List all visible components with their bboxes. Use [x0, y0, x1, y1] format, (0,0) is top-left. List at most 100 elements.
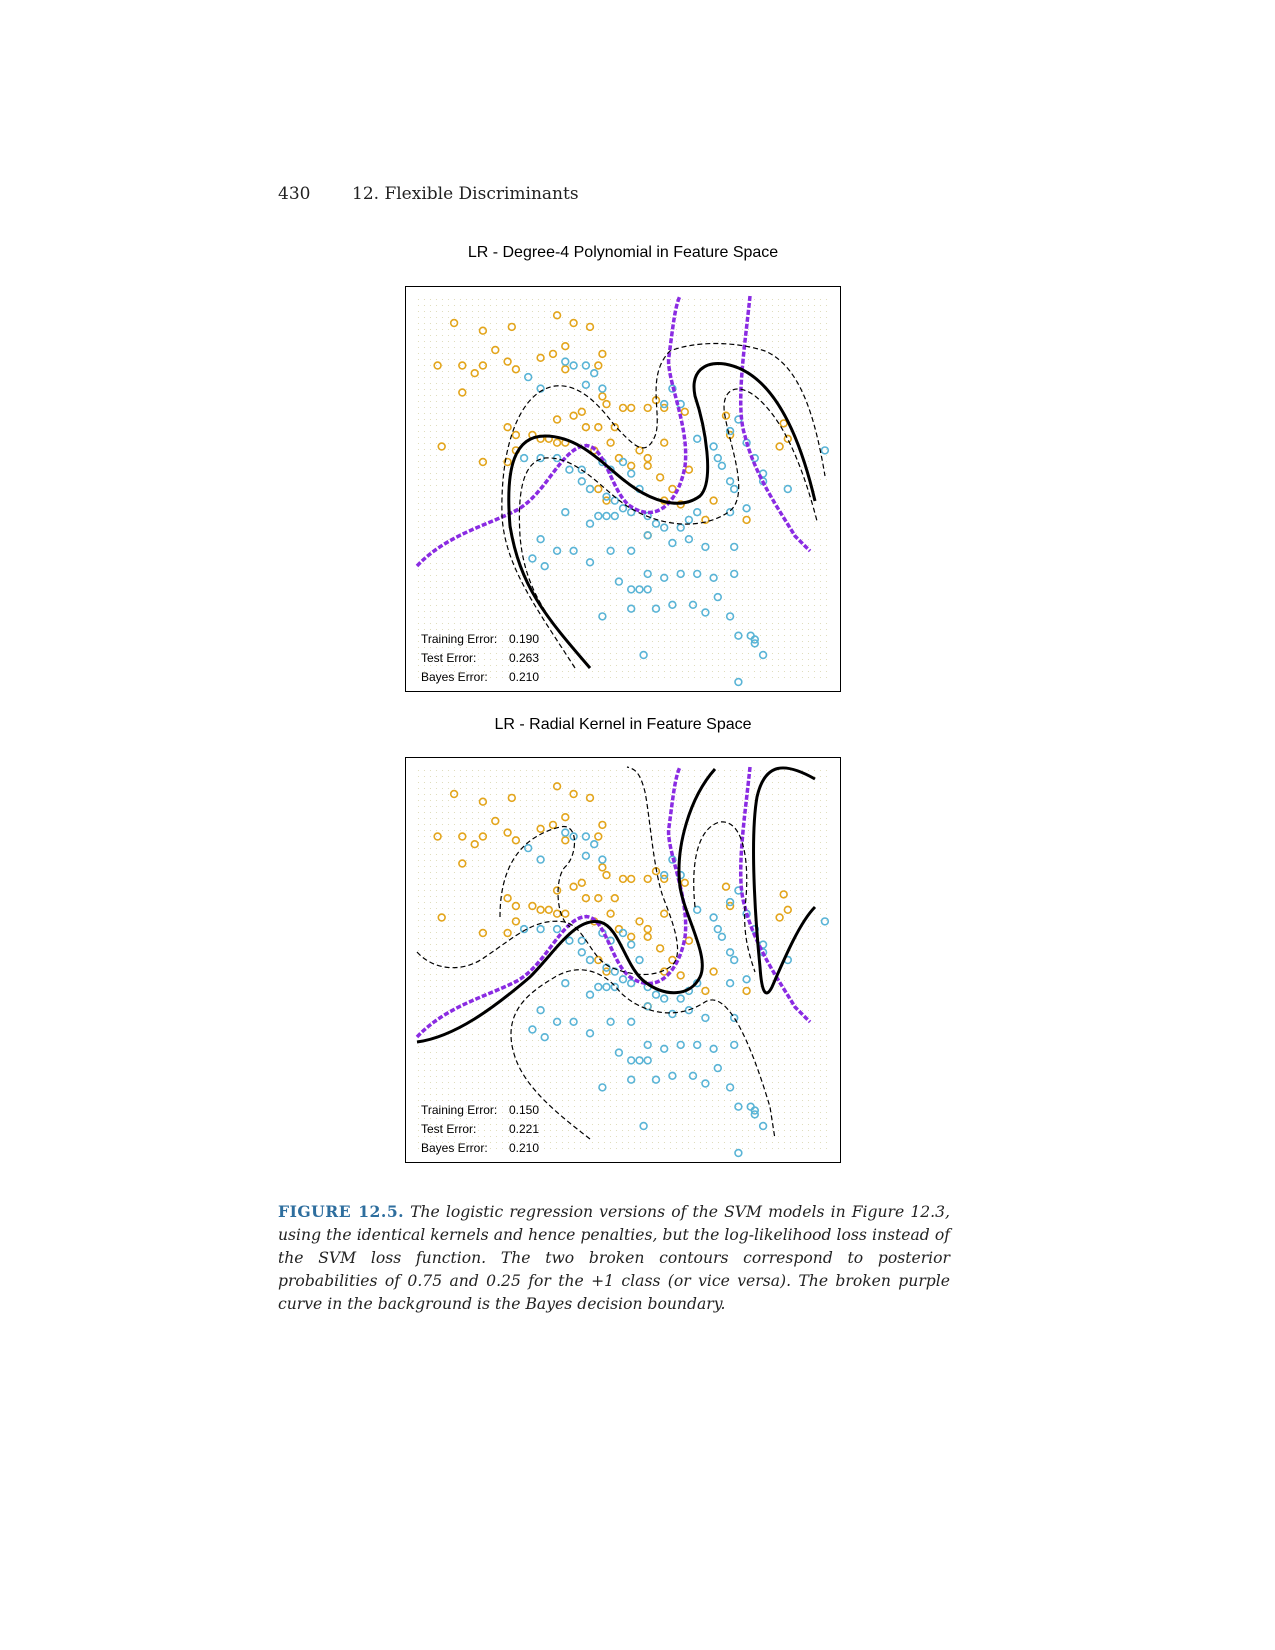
- figure-1-plot: Training Error: 0.190 Test Error: 0.263 …: [405, 286, 841, 692]
- orange-class-point: [458, 388, 467, 397]
- blue-class-point: [693, 508, 702, 517]
- blue-class-point: [758, 1121, 768, 1131]
- orange-class-point: [660, 403, 669, 413]
- orange-class-point: [779, 890, 788, 899]
- blue-class-point: [594, 982, 603, 992]
- blue-class-point: [725, 1083, 735, 1092]
- blue-class-point: [725, 508, 735, 517]
- orange-class-point: [635, 446, 644, 455]
- blue-class-point: [585, 519, 595, 528]
- blue-class-point: [552, 1017, 562, 1026]
- orange-class-point: [585, 322, 595, 332]
- blue-class-point: [643, 569, 652, 579]
- orange-class-point: [458, 361, 467, 370]
- blue-class-point: [565, 465, 574, 474]
- blue-class-point: [627, 546, 636, 555]
- orange-class-point: [627, 461, 636, 471]
- orange-class-point: [503, 894, 512, 903]
- blue-class-point: [643, 1002, 652, 1011]
- orange-class-point: [610, 894, 620, 903]
- orange-class-point: [775, 442, 784, 451]
- orange-class-point: [643, 403, 652, 413]
- blue-class-point: [717, 461, 727, 471]
- blue-class-point: [585, 1029, 595, 1038]
- stat-label-bayes-error: Bayes Error:: [421, 1141, 488, 1155]
- blue-class-point: [725, 426, 735, 436]
- blue-class-point: [742, 975, 751, 984]
- blue-class-point: [668, 1071, 677, 1080]
- orange-class-point: [643, 924, 652, 934]
- blue-class-point: [569, 546, 578, 555]
- orange-class-point: [594, 894, 603, 903]
- blue-class-point: [610, 982, 620, 992]
- blue-class-point: [536, 855, 545, 864]
- blue-class-point: [693, 569, 702, 579]
- blue-class-point: [606, 1017, 615, 1026]
- blue-class-point: [688, 600, 698, 609]
- blue-class-point: [668, 538, 677, 548]
- blue-class-point: [701, 1013, 710, 1023]
- orange-class-point: [721, 882, 731, 891]
- orange-class-point: [449, 318, 459, 328]
- blue-class-point: [688, 1071, 698, 1080]
- blue-class-point: [528, 1025, 537, 1034]
- blue-class-point: [750, 1110, 759, 1119]
- orange-class-point: [721, 411, 731, 420]
- blue-class-point: [783, 484, 792, 494]
- chapter-title: 12. Flexible Discriminants: [352, 184, 579, 204]
- blue-class-point: [734, 1148, 743, 1158]
- blue-class-point: [709, 442, 718, 451]
- orange-class-point: [511, 836, 521, 845]
- blue-class-point: [528, 554, 537, 563]
- orange-class-point: [478, 928, 488, 938]
- orange-class-point: [668, 484, 677, 494]
- blue-class-point: [676, 569, 685, 579]
- blue-class-point: [610, 511, 620, 521]
- decision-boundary: [507, 361, 817, 669]
- orange-class-point: [598, 863, 607, 872]
- orange-class-point: [709, 967, 718, 976]
- stat-label-training-error: Training Error:: [421, 1103, 497, 1117]
- orange-class-point: [618, 874, 628, 884]
- orange-class-point: [433, 361, 442, 370]
- blue-class-point: [693, 1040, 702, 1050]
- blue-class-point: [676, 1040, 685, 1050]
- orange-class-point: [779, 419, 788, 428]
- stat-value-test-error: 0.263: [509, 651, 539, 665]
- orange-class-point: [598, 349, 607, 359]
- bayes-boundary: [415, 295, 812, 568]
- blue-class-point: [602, 982, 611, 992]
- orange-class-point: [680, 407, 689, 417]
- blue-class-point: [758, 940, 768, 949]
- stat-label-test-error: Test Error:: [421, 1122, 476, 1136]
- orange-class-point: [627, 874, 636, 884]
- blue-class-point: [643, 585, 652, 594]
- blue-class-point: [523, 372, 533, 382]
- orange-class-point: [606, 438, 615, 447]
- orange-class-point: [577, 878, 587, 888]
- blue-class-point: [536, 1006, 545, 1015]
- orange-class-point: [602, 870, 611, 880]
- orange-class-point: [577, 407, 587, 417]
- blue-class-point: [730, 1040, 739, 1050]
- blue-class-point: [701, 542, 710, 552]
- blue-class-point: [820, 446, 830, 455]
- orange-class-point: [561, 812, 570, 822]
- blue-class-point: [725, 897, 735, 907]
- contour-0-25: [510, 969, 776, 1140]
- blue-class-point: [639, 650, 648, 660]
- orange-class-point: [544, 905, 554, 915]
- orange-class-point: [742, 986, 751, 996]
- orange-class-point: [552, 415, 562, 424]
- blue-class-point: [713, 1063, 722, 1073]
- blue-class-point: [606, 546, 615, 555]
- blue-class-point: [660, 573, 669, 582]
- orange-class-point: [536, 353, 545, 363]
- stat-label-training-error: Training Error:: [421, 632, 497, 646]
- blue-class-point: [519, 453, 529, 463]
- orange-class-point: [470, 368, 479, 378]
- blue-class-point: [725, 612, 735, 621]
- stat-value-bayes-error: 0.210: [509, 670, 539, 684]
- blue-class-point: [569, 832, 578, 841]
- orange-class-point: [458, 859, 467, 868]
